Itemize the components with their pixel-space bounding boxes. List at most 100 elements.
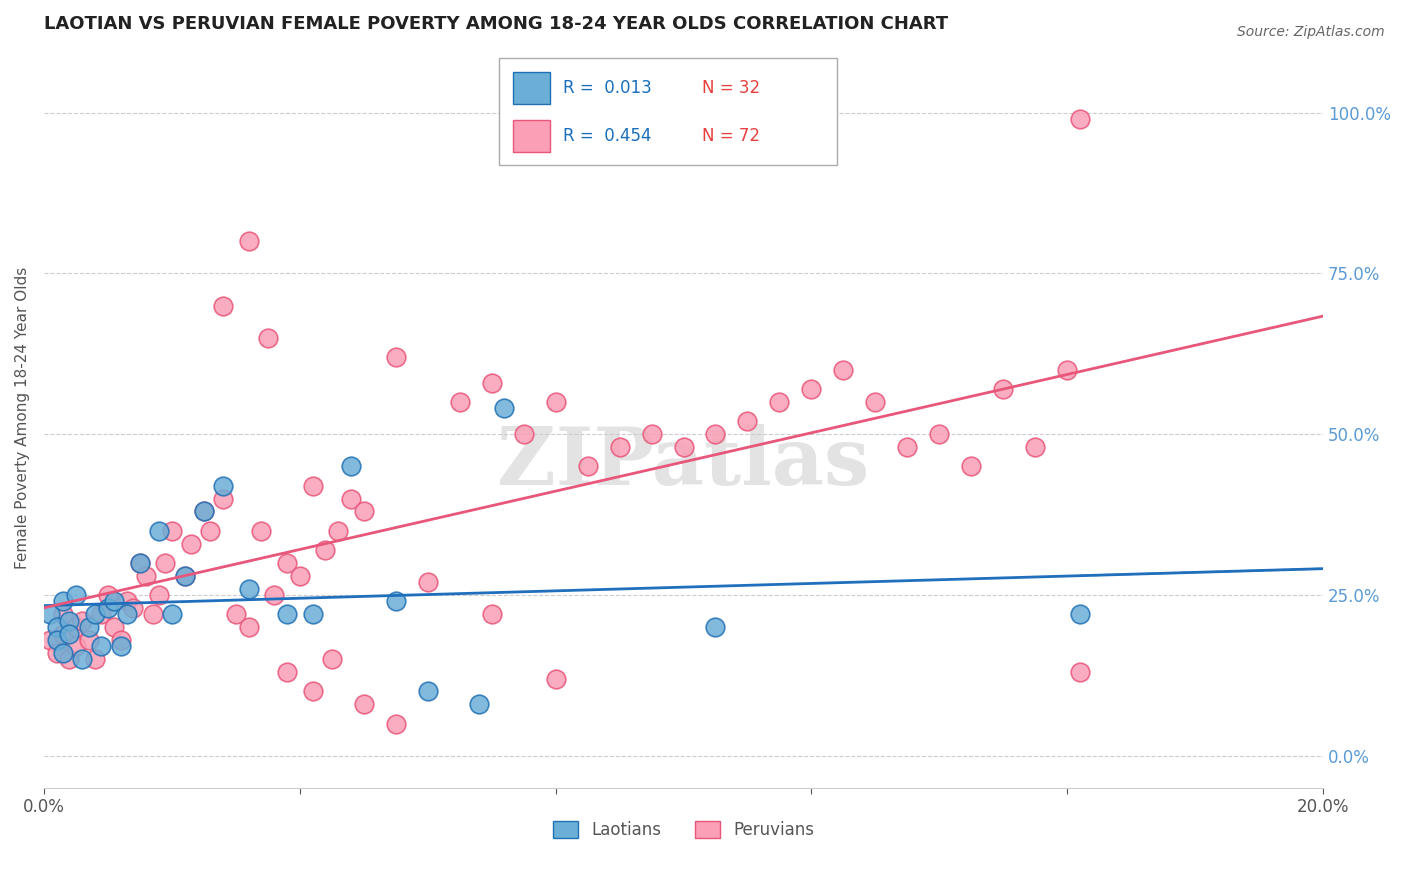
Point: [321, 652, 343, 666]
Point: [58, 614, 80, 628]
Point: [77, 620, 100, 634]
Point: [173, 568, 195, 582]
Point: [115, 607, 138, 622]
Point: [115, 594, 138, 608]
FancyBboxPatch shape: [513, 72, 550, 104]
Point: [416, 575, 439, 590]
Point: [58, 626, 80, 640]
Point: [640, 427, 662, 442]
Point: [865, 395, 887, 409]
Point: [288, 568, 311, 582]
Point: [122, 600, 145, 615]
Point: [704, 620, 727, 634]
Point: [263, 588, 285, 602]
Point: [301, 684, 323, 698]
Point: [39, 607, 62, 622]
Point: [704, 427, 727, 442]
FancyBboxPatch shape: [513, 120, 550, 153]
Point: [512, 427, 534, 442]
Point: [800, 382, 823, 396]
Point: [1069, 607, 1091, 622]
Point: [276, 665, 298, 679]
Point: [45, 620, 67, 634]
Point: [142, 607, 165, 622]
Point: [110, 640, 132, 654]
Point: [576, 459, 599, 474]
Point: [212, 478, 235, 492]
Point: [238, 620, 260, 634]
Text: N = 32: N = 32: [702, 79, 759, 97]
Point: [276, 607, 298, 622]
Text: Source: ZipAtlas.com: Source: ZipAtlas.com: [1237, 25, 1385, 39]
Point: [1056, 363, 1078, 377]
Point: [110, 632, 132, 647]
Point: [180, 536, 202, 550]
Point: [276, 556, 298, 570]
Point: [97, 600, 120, 615]
Point: [58, 652, 80, 666]
Point: [148, 588, 170, 602]
Point: [896, 440, 918, 454]
Point: [160, 607, 183, 622]
Point: [384, 350, 406, 364]
Point: [340, 491, 363, 506]
Point: [193, 504, 215, 518]
Point: [609, 440, 631, 454]
Point: [481, 607, 503, 622]
Point: [384, 594, 406, 608]
Text: LAOTIAN VS PERUVIAN FEMALE POVERTY AMONG 18-24 YEAR OLDS CORRELATION CHART: LAOTIAN VS PERUVIAN FEMALE POVERTY AMONG…: [44, 15, 948, 33]
Point: [103, 620, 125, 634]
Legend: Laotians, Peruvians: Laotians, Peruvians: [547, 814, 821, 846]
Point: [238, 235, 260, 249]
Point: [84, 607, 107, 622]
Point: [103, 594, 125, 608]
Point: [340, 459, 363, 474]
Point: [1024, 440, 1046, 454]
Point: [314, 543, 336, 558]
Point: [238, 582, 260, 596]
Point: [832, 363, 855, 377]
Point: [39, 632, 62, 647]
Point: [928, 427, 950, 442]
Point: [52, 594, 75, 608]
Text: ZIPatlas: ZIPatlas: [498, 424, 870, 501]
Point: [173, 568, 195, 582]
Point: [250, 524, 273, 538]
Point: [160, 524, 183, 538]
FancyBboxPatch shape: [499, 58, 837, 165]
Point: [72, 652, 94, 666]
Point: [768, 395, 790, 409]
Point: [128, 556, 150, 570]
Point: [449, 395, 471, 409]
Point: [90, 607, 112, 622]
Point: [65, 640, 87, 654]
Point: [353, 504, 375, 518]
Point: [256, 331, 278, 345]
Point: [135, 568, 157, 582]
Point: [84, 652, 107, 666]
Point: [301, 478, 323, 492]
Text: R =  0.454: R = 0.454: [564, 128, 652, 145]
Point: [544, 395, 567, 409]
Point: [52, 626, 75, 640]
Text: N = 72: N = 72: [702, 128, 759, 145]
Point: [353, 698, 375, 712]
Point: [468, 698, 491, 712]
Point: [993, 382, 1015, 396]
Point: [65, 588, 87, 602]
Point: [77, 632, 100, 647]
Point: [416, 684, 439, 698]
Point: [672, 440, 695, 454]
Point: [301, 607, 323, 622]
Point: [72, 614, 94, 628]
Point: [212, 491, 235, 506]
Point: [45, 632, 67, 647]
Text: R =  0.013: R = 0.013: [564, 79, 652, 97]
Point: [384, 716, 406, 731]
Point: [1069, 112, 1091, 127]
Point: [544, 672, 567, 686]
Point: [45, 646, 67, 660]
Point: [960, 459, 983, 474]
Point: [326, 524, 349, 538]
Point: [193, 504, 215, 518]
